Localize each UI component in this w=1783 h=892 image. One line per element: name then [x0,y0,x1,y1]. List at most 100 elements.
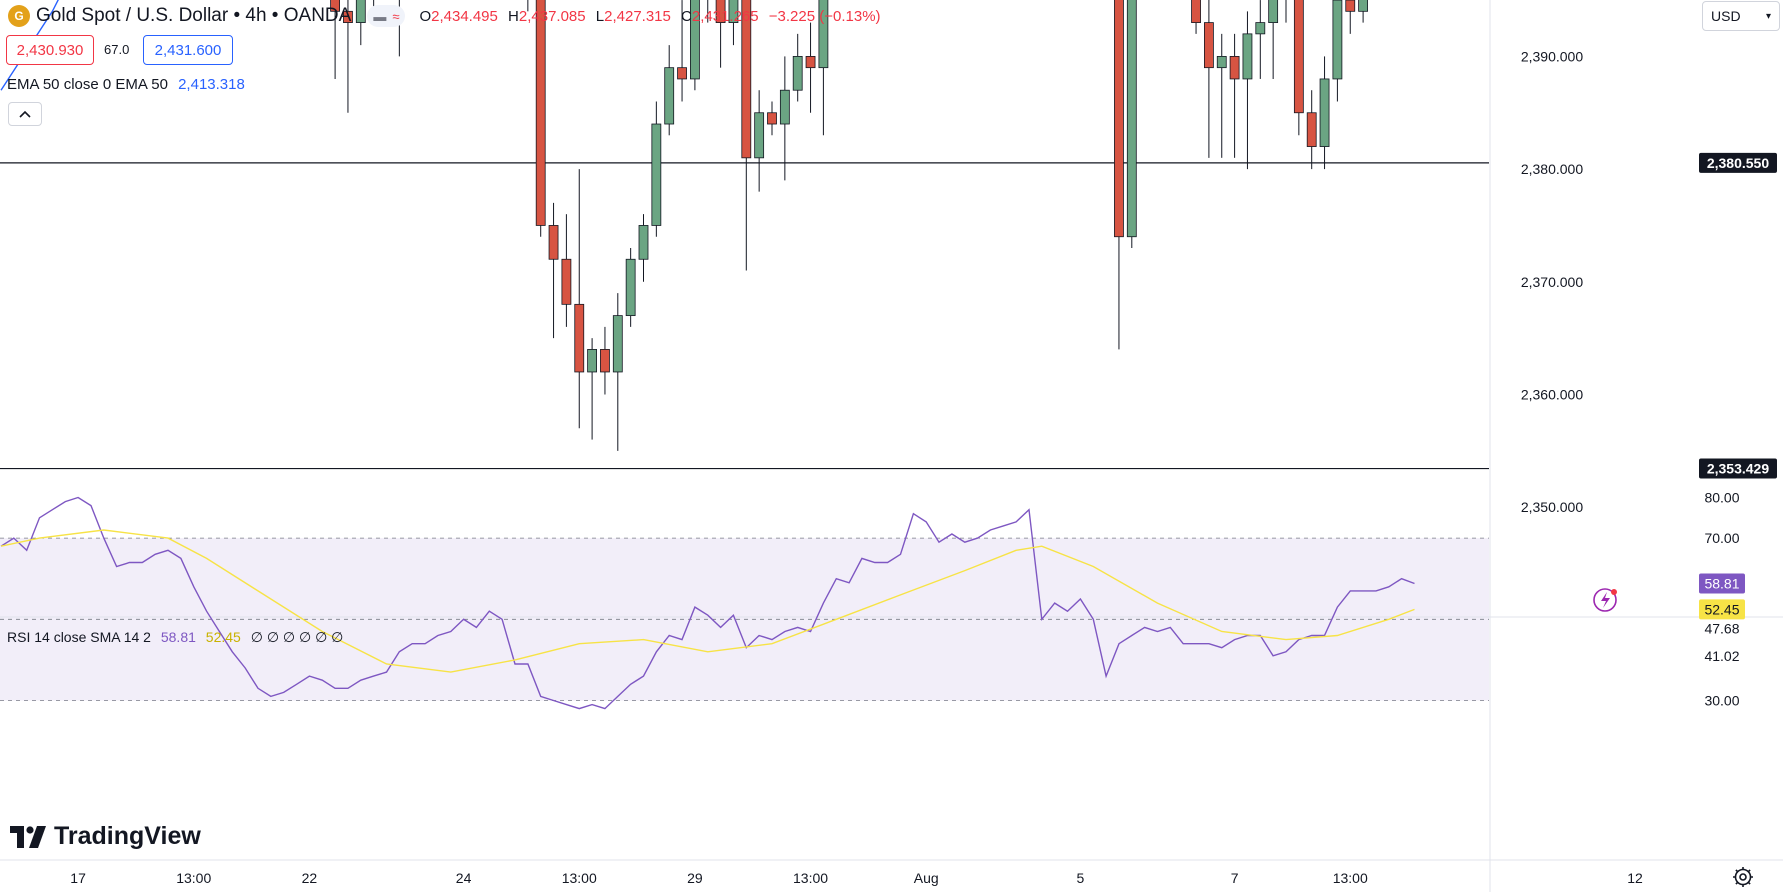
price-axis-label: 2,390.000 [1521,48,1583,64]
rsi-sma-tag [1699,599,1745,620]
candle [1242,33,1253,80]
candle [574,303,585,373]
candle [677,67,687,80]
candle [1204,22,1214,69]
time-axis-label: 22 [302,870,318,886]
rsi-series-sma [0,529,1415,673]
lightning-icon [1593,588,1617,612]
close-value: 2,431.265 [691,7,759,25]
chart-mode-toggle[interactable]: ▬ ≈ [367,5,406,27]
low-value: 2,427.315 [604,7,671,25]
level-tag [1699,458,1777,479]
candle [1358,0,1368,12]
rsi-legend[interactable]: RSI 14 close SMA 14 2 58.81 52.45 ∅ ∅ ∅ … [7,629,343,646]
candle [1268,0,1279,23]
time-axis-label: 13:00 [793,870,828,886]
level-tag [1699,152,1777,173]
rsi-value-tag [1699,573,1745,594]
candle [535,0,546,226]
open-value: 2,434.495 [431,7,498,25]
buy-button[interactable]: 2,431.600 [143,35,233,65]
settings-gear-icon[interactable] [1731,865,1755,889]
price-axis-label: 2,370.000 [1521,274,1583,290]
time-axis-label: 5 [1077,870,1085,886]
lightning-bolt [1601,592,1610,608]
wave-icon[interactable]: ≈ [392,8,400,24]
candle [587,349,597,373]
candle [1345,0,1356,12]
candle [638,225,649,260]
candle [805,56,816,69]
candle [330,0,341,12]
rsi-series-rsi [0,496,1415,710]
rsi-axis-label: 80.00 [1704,490,1739,506]
candle [1229,56,1240,80]
tradingview-mark-icon [10,825,46,848]
candle [1126,0,1137,238]
candle [1306,112,1317,147]
candle [651,123,662,226]
price-axis-label: 2,380.000 [1521,161,1583,177]
time-axis-label: 29 [687,870,703,886]
candle [767,112,777,125]
rsi-legend-extras: ∅ ∅ ∅ ∅ ∅ ∅ [250,629,344,645]
candle [754,112,765,159]
symbol-title[interactable]: Gold Spot / U.S. Dollar • 4h • OANDA [36,5,352,26]
candle [1332,0,1343,80]
rsi-sma-tag-label: 52.45 [1704,601,1739,617]
sell-button[interactable]: 2,430.930 [6,35,94,65]
candle [1293,0,1304,114]
candle [1216,56,1227,69]
candle [728,0,739,23]
chevron-down-icon: ▾ [1765,10,1771,22]
rsi-axis-label: 41.02 [1704,648,1739,664]
candle [548,225,559,260]
candle [1255,22,1266,35]
candle [1114,0,1124,238]
time-axis-label: 7 [1231,870,1239,886]
candle [1191,0,1201,23]
rsi-legend-label: RSI 14 close SMA 14 2 [7,629,151,645]
candle [792,56,803,91]
currency-select-value: USD [1711,8,1741,24]
time-axis-label: 13:00 [1333,870,1368,886]
candle [1319,78,1330,147]
price-axis-label: 2,360.000 [1521,387,1583,403]
candle [625,258,636,317]
change-value: −3.225 (−0.13%) [768,7,881,25]
collapse-legend-button[interactable] [8,102,42,126]
time-axis-label: Aug [914,870,939,886]
candle [690,0,700,80]
candle [355,0,366,23]
time-axis-label: 17 [70,870,86,886]
high-value: 2,437.085 [518,7,586,25]
candle [715,0,726,23]
candle [818,0,829,69]
ohlc-readout: O2,434.495 H2,437.085 L2,427.315 C2,431.… [419,7,881,25]
currency-select[interactable]: USD ▾ [1702,1,1780,31]
time-axis-label: 13:00 [176,870,211,886]
minus-icon[interactable]: ▬ [373,8,387,24]
candle [600,349,610,373]
gold-symbol-logo-icon: G [8,5,30,27]
tradingview-logo[interactable]: TradingView [10,822,201,851]
ema-legend-label: EMA 50 close 0 EMA 50 [7,76,168,93]
spread-value: 67.0 [104,42,130,57]
candle [779,89,790,125]
ema-legend[interactable]: EMA 50 close 0 EMA 50 2,413.318 [7,76,245,93]
rsi-axis-label: 30.00 [1704,693,1739,709]
rsi-legend-value: 58.81 [160,629,196,645]
price-axis-label: 2,350.000 [1521,499,1583,515]
level-tag-label: 2,353.429 [1707,461,1769,477]
chart-header: G Gold Spot / U.S. Dollar • 4h • OANDA ▬… [0,0,881,32]
candle [343,10,353,23]
level-tag-label: 2,380.550 [1707,155,1769,171]
time-axis-label: 13:00 [562,870,597,886]
rsi-sma-legend-value: 52.45 [205,629,241,645]
rsi-value-tag-label: 58.81 [1704,576,1739,592]
rsi-axis-label: 47.68 [1704,621,1739,637]
time-axis-label: 24 [456,870,472,886]
